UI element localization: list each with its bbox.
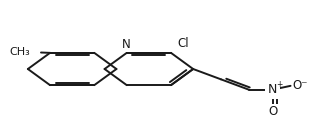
Text: O⁻: O⁻	[293, 79, 308, 92]
Text: N: N	[122, 38, 131, 51]
Text: N: N	[268, 83, 277, 96]
Text: CH₃: CH₃	[10, 47, 31, 57]
Text: O: O	[268, 105, 277, 118]
Text: Cl: Cl	[177, 37, 189, 50]
Text: +: +	[277, 80, 283, 89]
